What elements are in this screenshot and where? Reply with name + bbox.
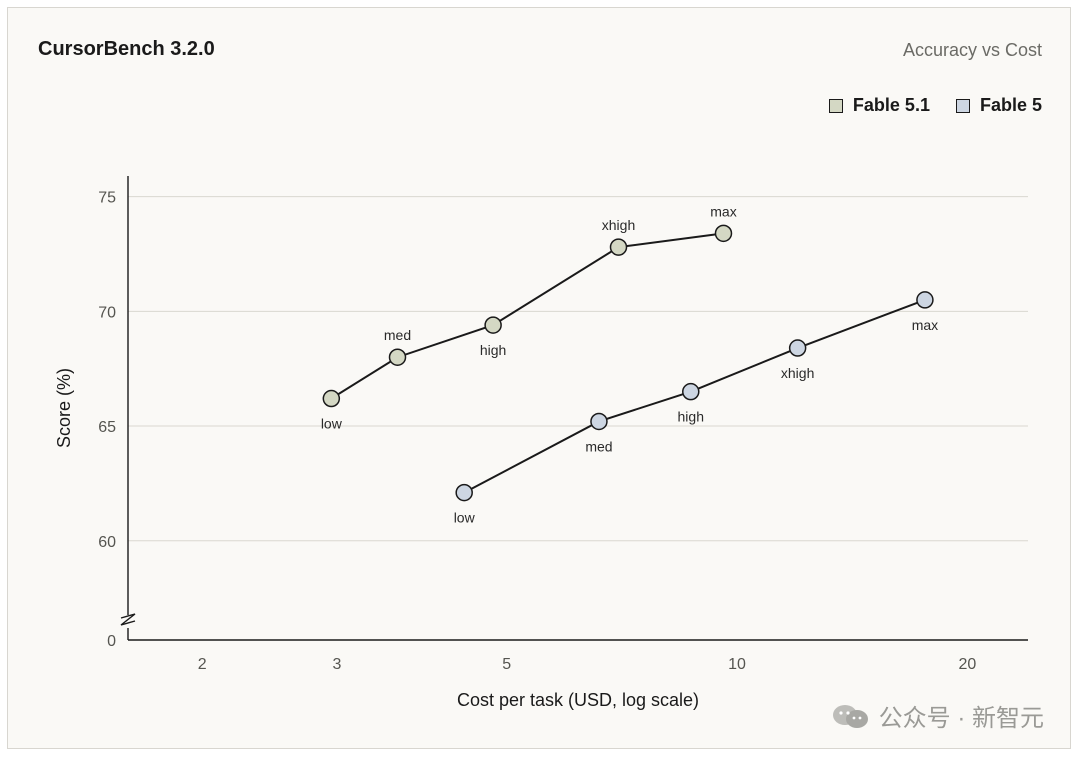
legend-swatch-fable-5 [955, 98, 970, 113]
data-point [322, 389, 341, 408]
watermark: 公众号 · 新智元 [831, 698, 1044, 733]
data-label: max [912, 317, 938, 333]
data-label: low [454, 510, 476, 526]
watermark-text: 公众号 · 新智元 [878, 705, 1044, 732]
y-tick-label: 75 [98, 190, 116, 207]
chart-subtitle: Accuracy vs Cost [902, 40, 1042, 60]
legend-item-fable-5: Fable 5 [955, 95, 1042, 116]
axis-break-icon [120, 613, 136, 626]
x-tick-label: 10 [728, 656, 746, 673]
y-axis-label: Score (%) [54, 368, 74, 448]
data-point [484, 316, 502, 334]
data-label: xhigh [602, 217, 635, 233]
chart-card [7, 7, 1071, 749]
data-point [788, 339, 807, 357]
data-label: high [678, 409, 704, 425]
x-tick-label: 2 [198, 656, 207, 673]
wechat-icon [831, 703, 871, 729]
data-label: med [585, 438, 612, 454]
data-label: low [321, 416, 343, 432]
x-axis-label: Cost per task (USD, log scale) [457, 690, 699, 710]
data-point [609, 238, 628, 256]
data-label: max [710, 203, 736, 219]
y-tick-label: 70 [98, 304, 116, 321]
y-tick-label: 60 [98, 534, 116, 551]
data-label: high [480, 342, 506, 358]
data-point [714, 224, 733, 243]
y-tick-label-zero: 0 [107, 633, 116, 650]
legend-swatch-fable-5-1 [828, 98, 843, 113]
x-tick-label: 20 [959, 656, 977, 673]
data-label: xhigh [781, 365, 814, 381]
y-tick-label: 65 [98, 419, 116, 436]
legend-label-fable-5-1: Fable 5.1 [852, 95, 930, 115]
x-tick-label: 3 [332, 656, 341, 673]
data-point [590, 412, 608, 431]
legend-item-fable-5-1: Fable 5.1 [828, 95, 930, 116]
data-label: med [384, 327, 411, 343]
legend: Fable 5.1 Fable 5 [828, 95, 1042, 116]
chart-title: CursorBench 3.2.0 [38, 38, 215, 60]
series-line-fable-5-1 [330, 232, 724, 400]
data-point [682, 382, 700, 401]
legend-label-fable-5: Fable 5 [979, 95, 1042, 115]
data-point [916, 291, 934, 309]
x-tick-label: 5 [502, 656, 511, 673]
data-point [388, 348, 407, 366]
data-point [455, 483, 473, 502]
